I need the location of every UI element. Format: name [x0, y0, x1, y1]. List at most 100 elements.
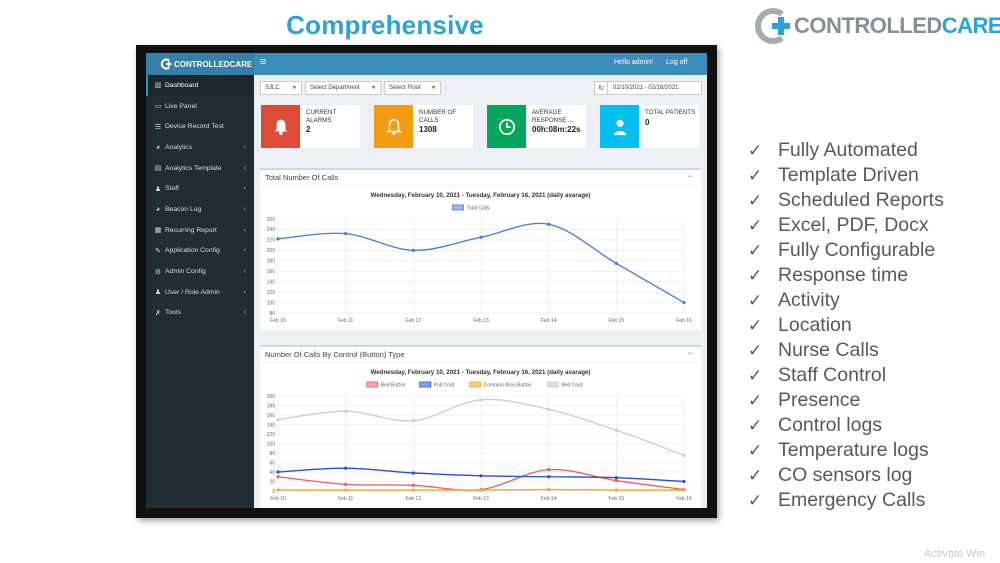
- stat-tile-body: Number of Calls 1308: [413, 105, 473, 148]
- hamburger-icon[interactable]: ≡: [260, 56, 267, 68]
- chevron-left-icon: ‹: [243, 288, 246, 296]
- collapse-button[interactable]: −: [687, 171, 693, 181]
- feature-label: Activity: [778, 289, 840, 311]
- calendar-icon: ▦: [154, 227, 162, 235]
- x-tick-label: Feb 10: [270, 496, 286, 502]
- activation-watermark: Activate Win: [924, 548, 986, 560]
- sidebar-item-label: Staff: [165, 185, 179, 193]
- sidebar-item-label: Beacon Log: [165, 205, 202, 213]
- legend-label: Total Calls: [466, 206, 490, 212]
- wrench-icon: ✗: [155, 309, 161, 317]
- data-point: [276, 488, 280, 492]
- check-icon: ✓: [748, 315, 763, 335]
- sidebar-item-label: Analytics Template: [165, 164, 222, 172]
- data-point: [614, 428, 618, 432]
- feature-label: Scheduled Reports: [778, 189, 944, 211]
- data-point: [344, 482, 348, 486]
- app-logo[interactable]: CONTROLLEDCARE: [146, 53, 254, 75]
- feature-item: ✓ Response time: [748, 263, 993, 288]
- feature-label: Response time: [778, 264, 909, 286]
- data-point: [682, 453, 686, 457]
- legend-label: Pull Cord: [434, 383, 455, 389]
- monitor-icon: ▭: [154, 103, 162, 111]
- stat-tile-value: 2: [306, 125, 311, 134]
- brand-text: CONTROLLEDCARE: [794, 13, 1000, 39]
- site-select[interactable]: SJLC ▼: [260, 81, 302, 95]
- data-point: [479, 474, 483, 478]
- sidebar-item-tools[interactable]: ✗ Tools ‹: [146, 303, 254, 324]
- feature-list: ✓ Fully Automated ✓ Template Driven ✓ Schedul…: [748, 138, 993, 513]
- logoff-link[interactable]: Log off: [666, 59, 688, 66]
- x-tick-label: Feb 10: [270, 318, 286, 324]
- chevron-down-icon: ▼: [431, 85, 436, 91]
- collapse-button[interactable]: −: [687, 348, 693, 358]
- feature-item: ✓ Control logs: [748, 413, 993, 438]
- sidebar-item-label: User / Role Admin: [165, 288, 220, 296]
- sidebar-item-dashboard[interactable]: ▥ Dashboard: [146, 75, 254, 96]
- feature-item: ✓ Fully Configurable: [748, 238, 993, 263]
- department-select[interactable]: Select Department ▼: [305, 81, 381, 95]
- sidebar-item-beacon-log[interactable]: ◕ Beacon Log ‹: [146, 199, 254, 220]
- stat-tile-label: Number of Calls: [419, 109, 457, 124]
- y-tick-label: 240: [267, 227, 276, 233]
- sidebar-item-live-panel[interactable]: ▭ Live Panel: [146, 96, 254, 117]
- sidebar-item-label: Application Config: [165, 247, 220, 255]
- data-point: [479, 488, 483, 492]
- feature-label: Template Driven: [778, 164, 919, 186]
- y-tick-label: 260: [267, 217, 276, 223]
- y-tick-label: 40: [269, 470, 275, 476]
- date-range-picker[interactable]: ↻ 02/10/2021 - 02/16/2021: [594, 81, 702, 95]
- feature-label: CO sensors log: [778, 464, 913, 486]
- data-point: [547, 487, 551, 492]
- pie-chart-icon: ◕: [155, 143, 161, 151]
- sidebar-item-staff[interactable]: ♟ Staff ‹: [146, 178, 254, 199]
- feature-label: Presence: [778, 389, 861, 411]
- app-window: CONTROLLEDCARE ≡ Hello admin! Log off ▥ D…: [146, 53, 707, 508]
- check-icon: ✓: [748, 365, 763, 385]
- total-calls-panel: Total Number Of Calls − Wednesday, Febru…: [260, 168, 701, 330]
- feature-item: ✓ Emergency Calls: [748, 488, 993, 513]
- sidebar-item-analytics[interactable]: ◕ Analytics ‹: [146, 137, 254, 158]
- brand-text-controlled: CONTROLLED: [794, 13, 942, 38]
- sidebar-item-recurring-report[interactable]: ▦ Recurring Report ‹: [146, 220, 254, 241]
- chevron-left-icon: ‹: [243, 247, 246, 255]
- stat-tile-value: 0: [645, 117, 650, 127]
- stat-tiles: Current Alarms 2 Number of Calls 1308 Averag…: [261, 105, 707, 148]
- stat-tile-value: 1308: [419, 125, 437, 134]
- data-point: [276, 237, 280, 241]
- feature-label: Staff Control: [778, 364, 887, 386]
- feature-item: ✓ Scheduled Reports: [748, 188, 993, 213]
- sidebar-item-user-role-admin[interactable]: ♟ User / Role Admin ‹: [146, 282, 254, 303]
- feature-item: ✓ Location: [748, 313, 993, 338]
- list-icon: ☰: [154, 123, 162, 131]
- data-point: [411, 248, 415, 252]
- sidebar-item-device-record-test[interactable]: ☰ Device Record Test: [146, 116, 254, 137]
- feature-item: ✓ Presence: [748, 388, 993, 413]
- brand-logo: CONTROLLEDCARE: [752, 6, 1000, 46]
- sidebar-item-analytics-template[interactable]: ▤ Analytics Template ‹: [146, 158, 254, 179]
- data-point: [547, 475, 551, 479]
- y-tick-label: 80: [269, 311, 275, 317]
- y-tick-label: 100: [267, 441, 276, 447]
- refresh-icon[interactable]: ↻: [594, 81, 608, 95]
- sidebar-item-label: Analytics: [165, 143, 193, 151]
- user-icon: ♟: [154, 185, 162, 193]
- sidebar-item-label: Dashboard: [165, 81, 199, 89]
- sidebar-item-admin-config[interactable]: ⚙ Admin Config ‹: [146, 261, 254, 282]
- x-tick-label: Feb 14: [541, 318, 557, 324]
- panel-title: Total Number Of Calls: [265, 173, 339, 182]
- y-tick-label: 180: [267, 259, 276, 265]
- department-select-value: Select Department: [310, 85, 360, 91]
- date-range-input[interactable]: 02/10/2021 - 02/16/2021: [608, 81, 702, 95]
- y-tick-label: 220: [267, 238, 276, 244]
- total-calls-chart: Wednesday, February 10, 2021 - Tuesday, …: [267, 192, 692, 324]
- floor-select[interactable]: Select Floor ▼: [384, 81, 441, 95]
- data-point: [344, 409, 348, 413]
- chevron-left-icon: ‹: [243, 268, 246, 276]
- sidebar-item-application-config[interactable]: ✎ Application Config ‹: [146, 241, 254, 262]
- legend-label: Common Area Button: [484, 383, 532, 389]
- legend-label: Bed Button: [381, 383, 406, 389]
- file-icon: ▤: [154, 165, 162, 173]
- person-icon: [600, 105, 639, 148]
